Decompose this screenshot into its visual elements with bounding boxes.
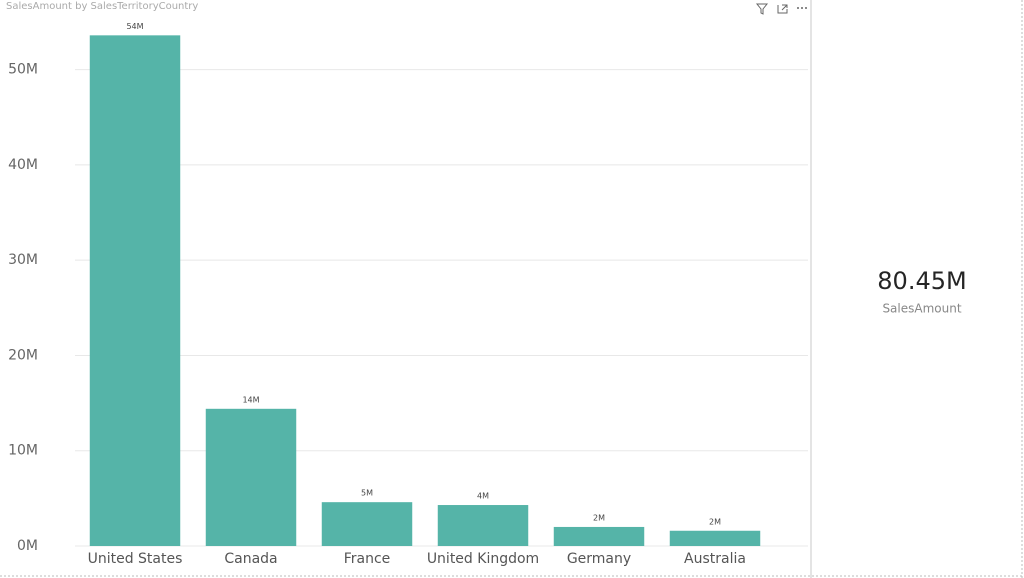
more-icon[interactable]	[797, 7, 807, 9]
x-tick-label: Australia	[684, 551, 746, 567]
visual-header-icons[interactable]	[755, 3, 807, 15]
y-tick-label: 10M	[8, 443, 38, 459]
x-tick-label: United Kingdom	[427, 551, 539, 567]
focus-icon[interactable]	[777, 4, 788, 14]
data-label: 14M	[242, 395, 259, 404]
filter-icon[interactable]	[755, 3, 769, 15]
y-tick-label: 50M	[8, 62, 38, 78]
x-tick-label: Germany	[567, 551, 631, 567]
data-label: 54M	[126, 22, 143, 31]
bar	[321, 502, 413, 546]
bar	[553, 526, 645, 546]
y-tick-label: 20M	[8, 347, 38, 363]
card-label: SalesAmount	[882, 302, 961, 316]
data-label: 4M	[477, 492, 489, 501]
data-label: 5M	[361, 489, 373, 498]
bar	[205, 408, 297, 546]
bar	[669, 530, 761, 546]
x-tick-label: France	[344, 551, 391, 567]
chart-title: SalesAmount by SalesTerritoryCountry	[6, 1, 198, 12]
y-tick-label: 40M	[8, 157, 38, 173]
data-label: 2M	[709, 517, 721, 526]
card-value: 80.45M	[877, 267, 966, 295]
y-tick-label: 0M	[17, 538, 38, 554]
y-tick-label: 30M	[8, 252, 38, 268]
data-label: 2M	[593, 513, 605, 522]
x-tick-label: Canada	[224, 551, 277, 567]
bar	[89, 35, 181, 546]
x-tick-label: United States	[88, 551, 183, 567]
bar	[437, 505, 529, 546]
